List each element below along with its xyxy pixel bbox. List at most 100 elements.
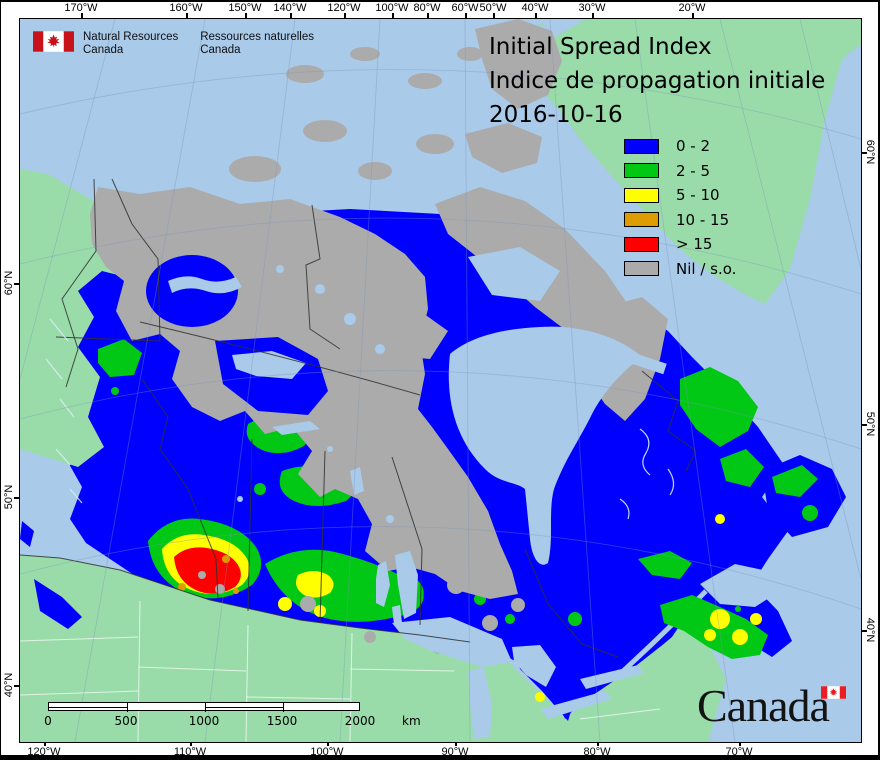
southampton-island bbox=[370, 311, 448, 359]
gaspe-green bbox=[638, 551, 692, 579]
axis-tick bbox=[861, 630, 867, 632]
devon-island bbox=[465, 123, 542, 173]
map-title: Initial Spread Index Indice de propagati… bbox=[489, 30, 825, 132]
scale-bar-number: 500 bbox=[114, 714, 138, 728]
legend-label: 5 - 10 bbox=[676, 186, 720, 205]
legend-swatch bbox=[624, 138, 659, 154]
axis-tick bbox=[14, 283, 20, 285]
axis-tick bbox=[427, 13, 429, 19]
legend-swatch bbox=[624, 236, 659, 252]
hudson-bay bbox=[448, 326, 642, 565]
axis-tick bbox=[327, 741, 329, 746]
legend-row: > 15 bbox=[624, 232, 736, 257]
legend-row: Nil / s.o. bbox=[624, 257, 736, 282]
legend-row: 2 - 5 bbox=[624, 159, 736, 184]
qc-nl-border bbox=[641, 370, 697, 472]
axis-label: 160°W bbox=[169, 2, 203, 14]
axis-tick bbox=[392, 13, 394, 19]
nrcan-logo: Natural Resources Canada Ressources natu… bbox=[33, 31, 336, 56]
victoria-banks-islands bbox=[225, 231, 352, 319]
scale-bar-graphic bbox=[48, 702, 360, 712]
logo-fr-line1: Ressources naturelles bbox=[200, 31, 315, 43]
graticule bbox=[20, 19, 861, 742]
water-detail-lines bbox=[45, 318, 675, 520]
axis-tick bbox=[597, 741, 599, 746]
us-state-lines bbox=[20, 600, 661, 742]
yukon-nwt-border bbox=[111, 178, 161, 342]
lake-athabasca bbox=[272, 421, 320, 435]
axis-label: 170°W bbox=[64, 2, 98, 14]
axis-tick bbox=[44, 741, 46, 746]
title-date: 2016-10-16 bbox=[489, 102, 623, 128]
page-border-left bbox=[0, 0, 1, 760]
isi-legend: 0 - 2 2 - 5 5 - 10 10 - 15 > 15 Nil / s.o. bbox=[624, 134, 736, 281]
territories-60n-border bbox=[139, 321, 421, 396]
axis-tick bbox=[692, 13, 694, 19]
bc-ab-border bbox=[141, 378, 219, 600]
title-en: Initial Spread Index bbox=[489, 34, 712, 60]
axis-tick bbox=[245, 13, 247, 19]
canada-flag-icon bbox=[821, 686, 846, 699]
axis-label: 100°W bbox=[375, 2, 409, 14]
sk-mb-border bbox=[319, 450, 326, 624]
on-qc-border bbox=[524, 548, 619, 658]
newfoundland bbox=[762, 455, 846, 537]
hudson-strait bbox=[558, 331, 667, 375]
ab-sk-border bbox=[247, 438, 253, 612]
axis-label: 60°W bbox=[451, 2, 479, 14]
alaska-bc-border bbox=[61, 178, 97, 388]
legend-label: 10 - 15 bbox=[676, 210, 730, 229]
axis-label: 20°W bbox=[678, 2, 706, 14]
axis-label: 30°W bbox=[578, 2, 606, 14]
greenland-land bbox=[475, 19, 861, 304]
vancouver-island bbox=[34, 579, 82, 629]
iceland-land bbox=[792, 29, 842, 65]
usa-land bbox=[20, 555, 726, 742]
page-border-bottom bbox=[0, 755, 880, 760]
haida-gwaii bbox=[20, 521, 34, 547]
axis-tick bbox=[535, 13, 537, 19]
s-ontario-yellow bbox=[535, 692, 545, 702]
great-bear-blue-zone bbox=[146, 255, 238, 327]
lake-erie bbox=[540, 691, 612, 719]
canada-flag-icon bbox=[33, 31, 74, 52]
title-fr: Indice de propagation initiale bbox=[489, 68, 826, 94]
axis-label: 120°W bbox=[27, 746, 61, 758]
axis-tick bbox=[592, 13, 594, 19]
gulf-of-st-lawrence bbox=[700, 564, 780, 607]
axis-label: 80°W bbox=[583, 746, 611, 758]
axis-label: 140°W bbox=[273, 2, 307, 14]
page-border-top bbox=[0, 0, 880, 2]
scale-bar-unit: km bbox=[402, 714, 421, 728]
canada-us-border bbox=[20, 554, 471, 643]
nwt-nunavut-border bbox=[305, 204, 341, 350]
axis-label: 100°W bbox=[310, 746, 344, 758]
coastal-islands bbox=[20, 521, 82, 629]
eastern-isi-patches bbox=[638, 367, 768, 659]
foxe-basin bbox=[468, 247, 560, 301]
axis-tick bbox=[190, 741, 192, 746]
legend-swatch bbox=[624, 212, 659, 228]
axis-label: 50°W bbox=[479, 2, 507, 14]
scale-bar: 0 500 1000 1500 2000 km bbox=[44, 702, 421, 732]
great-bear-lake bbox=[168, 276, 242, 294]
mb-on-border bbox=[391, 456, 423, 626]
logo-en-line2: Canada bbox=[83, 43, 124, 56]
axis-tick bbox=[465, 13, 467, 19]
great-slave-lake bbox=[232, 351, 306, 379]
axis-tick bbox=[14, 685, 20, 687]
axis-tick bbox=[290, 13, 292, 19]
lake-huron bbox=[512, 645, 556, 687]
axis-tick bbox=[81, 13, 83, 19]
canada-wordmark: Canada bbox=[697, 682, 867, 734]
axis-tick bbox=[739, 741, 741, 746]
axis-tick bbox=[344, 13, 346, 19]
axis-label: 150°W bbox=[228, 2, 262, 14]
legend-swatch bbox=[624, 163, 659, 179]
inland-waters bbox=[168, 247, 780, 739]
legend-row: 0 - 2 bbox=[624, 134, 736, 159]
political-boundaries bbox=[20, 178, 697, 658]
alberta-hotspot bbox=[148, 518, 262, 599]
legend-label: > 15 bbox=[676, 235, 713, 254]
